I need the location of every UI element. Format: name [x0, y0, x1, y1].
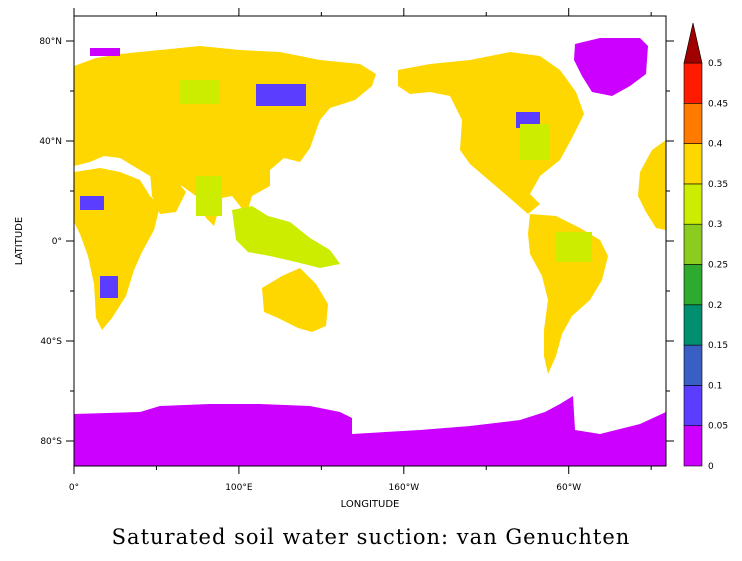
x-tick-label: 100°E: [225, 483, 253, 493]
x-axis-ticks: 0° 100°E 160°W 60°W: [69, 8, 652, 493]
x-tick-label: 160°W: [389, 483, 420, 493]
colorbar-level-label: 0: [708, 462, 714, 472]
land-layer: [74, 38, 666, 466]
southeast-asia-region: [232, 206, 340, 268]
colorbar-swatch: [683, 143, 703, 185]
y-tick-label: 40°S: [40, 337, 62, 347]
antarctica-region: [74, 396, 666, 466]
colorbar-extend-triangle: [683, 22, 703, 64]
colorbar-swatch: [683, 264, 703, 306]
arabia-region: [150, 172, 186, 214]
colorbar-level-label: 0.5: [708, 59, 722, 69]
colorbar-level-label: 0.05: [708, 422, 728, 432]
patch-east-us: [520, 124, 550, 160]
colorbar-level-label: 0.35: [708, 180, 728, 190]
colorbar-swatch: [683, 223, 703, 265]
figure-title: Saturated soil water suction: van Genuch…: [111, 525, 631, 549]
europe-wrap-region: [638, 140, 666, 230]
colorbar-level-label: 0.3: [708, 220, 722, 230]
patch-central-asia: [180, 80, 220, 104]
x-tick-label: 60°W: [556, 483, 581, 493]
colorbar-swatch: [683, 183, 703, 225]
colorbar-swatch: [683, 344, 703, 386]
colorbar: 0 0.05 0.1 0.15 0.2 0.25 0.3 0.35 0.4 0.45 0.5: [683, 22, 728, 472]
colorbar-swatch: [683, 62, 703, 104]
x-tick-label: 0°: [69, 483, 79, 493]
y-tick-label: 80°N: [39, 37, 62, 47]
y-axis-ticks: 80°N 40°N 0° 40°S 80°S: [39, 37, 674, 447]
patch-north-asia: [256, 84, 306, 106]
x-axis-title: LONGITUDE: [341, 499, 400, 510]
north-america-region: [398, 52, 584, 214]
colorbar-level-label: 0.25: [708, 261, 728, 271]
y-axis-title: LATITUDE: [14, 217, 25, 265]
australia-region: [262, 268, 328, 332]
colorbar-level-label: 0.2: [708, 301, 722, 311]
patch-india: [196, 176, 222, 216]
colorbar-level-label: 0.15: [708, 341, 728, 351]
patch-south-africa: [100, 276, 118, 298]
colorbar-swatch: [683, 425, 703, 467]
patch-amazon: [556, 232, 592, 262]
greenland-region: [574, 38, 648, 96]
colorbar-level-label: 0.45: [708, 99, 728, 109]
y-tick-label: 40°N: [39, 137, 62, 147]
colorbar-swatch: [683, 103, 703, 144]
y-tick-label: 0°: [52, 237, 62, 247]
colorbar-level-label: 0.1: [708, 381, 722, 391]
patch-arctic-europe: [90, 48, 120, 56]
colorbar-swatch: [683, 304, 703, 346]
colorbar-swatch: [683, 385, 703, 426]
patch-sahara: [80, 196, 104, 210]
colorbar-level-label: 0.4: [708, 140, 723, 150]
y-tick-label: 80°S: [40, 437, 62, 447]
